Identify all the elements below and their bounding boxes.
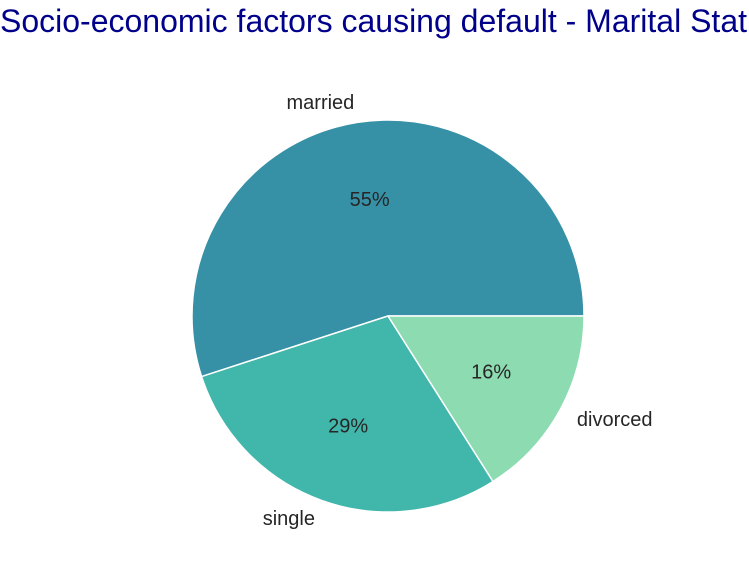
percent-label-married: 55% [350, 189, 390, 211]
percent-label-single: 29% [328, 416, 368, 438]
chart-title: Socio-economic factors causing default -… [0, 3, 749, 39]
category-label-single: single [263, 508, 315, 530]
pie-slice-divorced [387, 315, 585, 483]
pie-category-labels: married single divorced [263, 92, 653, 530]
pie-slice-single [200, 315, 494, 513]
category-label-married: married [287, 92, 355, 114]
category-label-divorced: divorced [577, 409, 653, 431]
pie-slice-married [191, 119, 585, 378]
pie-slices [191, 119, 585, 513]
percent-label-divorced: 16% [471, 362, 511, 384]
pie-percent-labels: 55% 29% 16% [328, 189, 511, 438]
